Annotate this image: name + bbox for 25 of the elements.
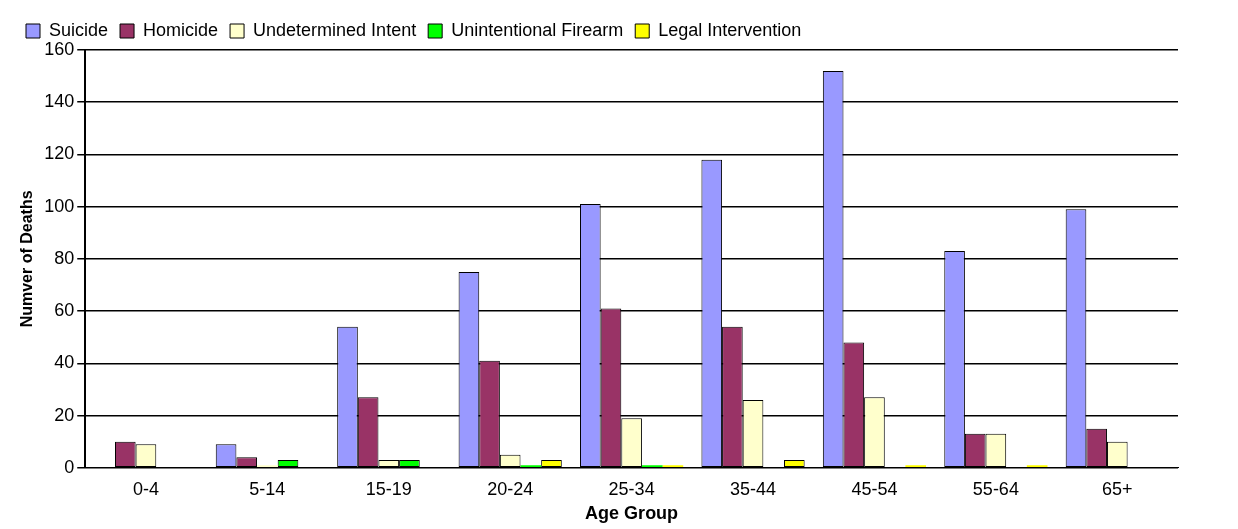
x-tick-label: 0-4: [132, 478, 159, 499]
legend-label: Undetermined Intent: [253, 19, 417, 40]
y-tick-label: 100: [44, 195, 75, 216]
legend-label: Suicide: [49, 19, 109, 40]
x-tick-label: 35-44: [730, 478, 777, 499]
legend-label: Homicide: [143, 19, 219, 40]
x-tick-label: 65+: [1102, 478, 1133, 499]
y-tick-label: 20: [54, 404, 75, 425]
x-axis-title: Age Group: [585, 503, 679, 524]
x-tick-label: 45-54: [851, 478, 898, 499]
y-tick-label: 80: [54, 247, 75, 268]
x-tick-label: 55-64: [972, 478, 1019, 499]
x-tick-label: 5-14: [249, 478, 286, 499]
y-tick-label: 40: [54, 352, 75, 373]
y-tick-label: 120: [44, 143, 75, 164]
y-tick-label: 0: [64, 456, 75, 477]
y-tick-label: 60: [54, 300, 75, 321]
y-tick-label: 140: [44, 91, 75, 112]
y-axis-title: Numver of Deaths: [18, 190, 36, 328]
x-tick-label: 25-34: [608, 478, 655, 499]
y-tick-label: 160: [44, 38, 75, 59]
x-tick-label: 20-24: [487, 478, 534, 499]
x-tick-label: 15-19: [365, 478, 412, 499]
legend-label: Legal Intervention: [658, 19, 802, 40]
legend-label: Unintentional Firearm: [451, 19, 624, 40]
